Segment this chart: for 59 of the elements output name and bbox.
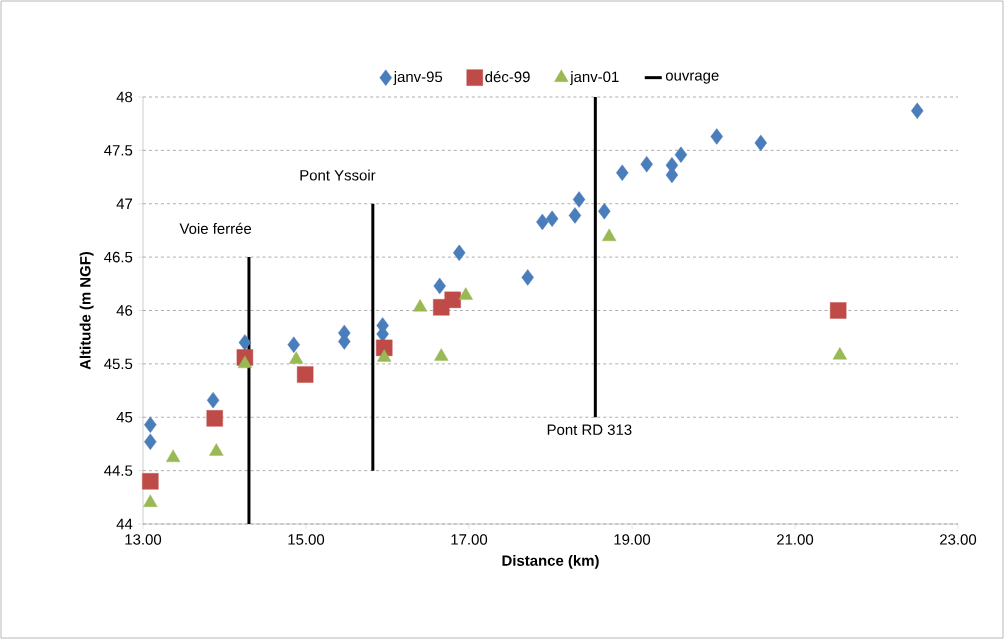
point (602, 228, 617, 242)
x-axis-title: Distance (km) (502, 554, 599, 569)
y-tick-label: 44 (116, 518, 133, 530)
y-tick-label: 48 (116, 91, 133, 103)
y-axis-title: Altitude (m NGF) (79, 251, 94, 370)
point (536, 213, 549, 231)
y-tick-label: 46 (116, 305, 133, 316)
x-tick-label: 23.00 (940, 534, 977, 545)
point (453, 244, 466, 262)
annotation: Voie ferrée (179, 222, 252, 234)
point (166, 449, 181, 463)
point (206, 410, 223, 427)
point (830, 302, 847, 319)
y-tick-label: 46.5 (104, 251, 133, 263)
point (377, 349, 392, 362)
x-tick-label: 13.00 (125, 534, 162, 545)
annotation: Pont Yssoir (300, 169, 376, 181)
y-tick-label: 45.5 (104, 358, 133, 370)
x-tick-label: 15.00 (288, 534, 325, 545)
legend-label: janv-95 (393, 71, 443, 86)
point (287, 336, 300, 353)
point (710, 128, 723, 145)
point (143, 494, 158, 507)
point (458, 287, 473, 300)
point (568, 207, 582, 224)
point (674, 146, 688, 163)
point (616, 164, 629, 181)
point (209, 443, 224, 456)
x-tick-label: 21.00 (777, 534, 814, 545)
y-tick-label: 44.5 (104, 465, 133, 476)
x-tick-label: 19.00 (614, 534, 651, 545)
point (572, 191, 586, 208)
point (289, 351, 304, 364)
point (144, 433, 157, 450)
y-tick-label: 45 (116, 412, 133, 423)
point (412, 299, 428, 312)
point (598, 203, 611, 220)
point (444, 291, 461, 309)
point (237, 355, 252, 369)
x-tick-label: 17.00 (451, 534, 488, 545)
point (144, 416, 157, 433)
point (434, 348, 449, 361)
point (296, 366, 314, 383)
legend-label: ouvrage (665, 72, 719, 84)
y-tick-label: 47.5 (104, 145, 133, 156)
y-tick-label: 47 (116, 198, 133, 209)
legend-label: janv-01 (569, 71, 619, 86)
point (521, 269, 534, 286)
point (238, 334, 252, 351)
point (832, 347, 847, 360)
legend-label: déc-99 (485, 71, 530, 83)
point (640, 156, 653, 173)
point (911, 102, 924, 120)
point (433, 277, 446, 295)
point (754, 134, 767, 152)
annotation: Pont RD 313 (547, 424, 632, 435)
point (142, 473, 159, 490)
point (206, 391, 220, 409)
point (545, 210, 559, 227)
